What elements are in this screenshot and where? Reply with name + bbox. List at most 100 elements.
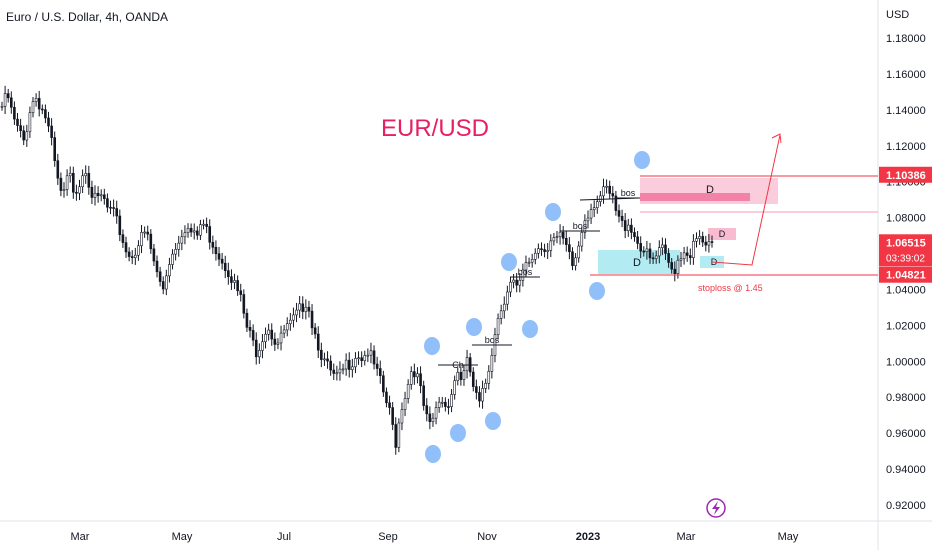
candle-body	[143, 231, 146, 234]
candle-body	[499, 310, 503, 319]
candle-body	[214, 246, 218, 255]
swing-markers	[424, 151, 726, 518]
candle-body	[552, 237, 556, 242]
candle-body	[651, 257, 655, 260]
candle-body	[301, 303, 305, 312]
price-tag-value: 1.06515	[886, 237, 926, 249]
candle-body	[679, 258, 683, 261]
candle-body	[530, 259, 534, 263]
candle-body	[106, 198, 109, 208]
candle-body	[540, 248, 543, 251]
y-tick-label: 0.94000	[886, 464, 926, 476]
candle-body	[279, 332, 283, 344]
candle-body	[543, 249, 546, 252]
candle-body	[521, 269, 525, 281]
candle-body	[701, 236, 704, 243]
candle-body	[121, 234, 125, 243]
candle-body	[261, 341, 264, 351]
candle-body	[654, 255, 658, 259]
swing-marker	[425, 445, 441, 463]
demand-zone-label: D	[633, 257, 641, 269]
candle-body	[115, 208, 119, 217]
x-tick-label: Mar	[71, 531, 90, 543]
candle-body	[595, 201, 599, 209]
candle-body	[174, 249, 177, 255]
candle-body	[676, 259, 680, 274]
candle-body	[394, 424, 398, 448]
bos-line-extra	[579, 197, 641, 201]
candle-body	[53, 137, 57, 161]
candle-body	[44, 109, 47, 119]
candle-body	[270, 329, 274, 340]
candle-body	[90, 186, 94, 198]
symbol-title[interactable]: Euro / U.S. Dollar, 4h, OANDA	[6, 10, 169, 24]
candle-body	[695, 238, 698, 242]
candle-body	[589, 209, 593, 219]
candle-body	[99, 194, 103, 197]
small-supply-zone-label: D	[719, 229, 726, 239]
candle-body	[667, 253, 670, 263]
candle-body	[623, 220, 627, 231]
swing-marker	[501, 253, 517, 271]
candle-body	[47, 117, 50, 127]
price-tag	[879, 166, 932, 183]
candle-body	[546, 250, 549, 252]
candle-body	[704, 241, 708, 246]
swing-marker	[634, 151, 650, 169]
candle-body	[258, 350, 261, 358]
bos-label: bos	[518, 267, 533, 277]
candle-body	[310, 310, 314, 329]
candle-body	[177, 242, 181, 250]
candle-body	[227, 270, 230, 278]
swing-marker	[485, 412, 501, 430]
candle-body	[599, 195, 602, 202]
candle-body	[620, 216, 624, 221]
candle-body	[285, 323, 289, 331]
candle-body	[400, 409, 404, 424]
x-tick-label: Mar	[677, 531, 696, 543]
y-tick-label: 1.12000	[886, 141, 926, 153]
price-tag	[879, 234, 932, 267]
candle-body	[633, 232, 636, 238]
candle-body	[642, 250, 646, 253]
candle-body	[648, 248, 652, 259]
candle-body	[639, 243, 642, 252]
candle-body	[583, 220, 587, 233]
y-tick-label: 1.16000	[886, 69, 926, 81]
candle-body	[276, 342, 280, 345]
candle-body	[242, 294, 246, 314]
y-tick-label: 1.02000	[886, 320, 926, 332]
chart-title: EUR/USD	[381, 115, 489, 142]
candle-body	[81, 175, 84, 188]
candle-body	[186, 227, 190, 234]
candle-body	[515, 279, 518, 286]
candle-body	[357, 357, 360, 360]
candle-body	[664, 244, 667, 254]
candle-body	[211, 241, 215, 248]
candle-body	[155, 260, 159, 273]
candle-body	[670, 262, 673, 270]
price-tags: 1.10386 1.06515 03:39:02 1.04821	[879, 166, 932, 283]
candle-body	[233, 280, 236, 283]
candle-body	[180, 236, 184, 244]
y-tick-label: 1.08000	[886, 213, 926, 225]
candle-body	[137, 245, 140, 256]
candle-body	[428, 413, 432, 422]
candle-body	[558, 231, 562, 237]
candle-body	[251, 330, 255, 341]
candle-body	[96, 192, 100, 196]
y-axis: USD1.180001.160001.140001.120001.100001.…	[886, 9, 926, 512]
candle-body	[459, 371, 463, 380]
candle-body	[0, 105, 4, 108]
candle-body	[403, 398, 407, 410]
projection-arrowhead	[771, 133, 782, 144]
small-supply-zone	[708, 228, 736, 240]
candle-body	[502, 303, 506, 312]
candle-body	[465, 357, 469, 372]
candle-body	[608, 185, 611, 194]
swing-marker	[450, 424, 466, 442]
candle-body	[574, 257, 577, 267]
candle-body	[282, 329, 286, 334]
candle-body	[329, 360, 332, 371]
